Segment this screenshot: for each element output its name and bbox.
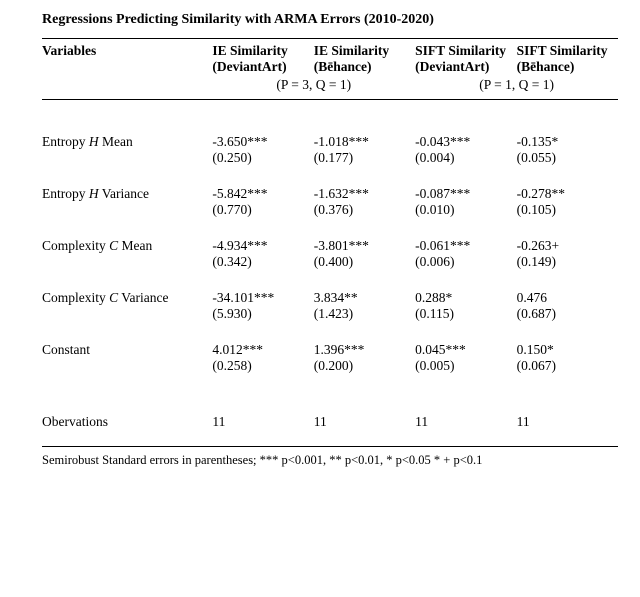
coef-cell: 0.045*** [415,342,516,358]
header-col-2-line1: IE Similarity [314,39,415,60]
coef-cell: -0.278** [517,186,618,202]
coef-cell: 0.150* [517,342,618,358]
header-col-4-line1: SIFT Similarity [517,39,618,60]
coef-cell: 0.288* [415,290,516,306]
se-cell: (0.342) [212,254,313,270]
coef-cell: 4.012*** [212,342,313,358]
se-cell: (0.105) [517,202,618,218]
coef-cell: 0.476 [517,290,618,306]
se-cell: (0.005) [415,358,516,374]
table-footnote: Semirobust Standard errors in parenthese… [42,447,618,475]
se-cell: (0.770) [212,202,313,218]
coef-cell: -1.632*** [314,186,415,202]
se-cell: (0.400) [314,254,415,270]
coef-cell: 1.396*** [314,342,415,358]
observations-value: 11 [314,394,415,447]
header-col-4-line2: (Bēhance) [517,59,618,77]
se-cell: (0.376) [314,202,415,218]
header-col-2-line2: (Bēhance) [314,59,415,77]
pq-right: (P = 1, Q = 1) [415,77,618,100]
coef-cell: -0.087*** [415,186,516,202]
observations-label: Obervations [42,394,212,447]
pq-left: (P = 3, Q = 1) [212,77,415,100]
coef-cell: -0.061*** [415,238,516,254]
coef-cell: -0.263+ [517,238,618,254]
variable-label: Entropy H Variance [42,186,212,202]
se-cell: (0.006) [415,254,516,270]
empty-cell [42,358,212,374]
se-cell: (0.010) [415,202,516,218]
regression-table: Variables IE Similarity IE Similarity SI… [42,38,618,474]
empty-cell [42,254,212,270]
se-cell: (0.067) [517,358,618,374]
observations-value: 11 [517,394,618,447]
coef-cell: -3.650*** [212,134,313,150]
empty-cell [42,306,212,322]
header-col-3-line2: (DeviantArt) [415,59,516,77]
header-col-1-line2: (DeviantArt) [212,59,313,77]
se-cell: (0.200) [314,358,415,374]
variable-label: Constant [42,342,212,358]
coef-cell: -34.101*** [212,290,313,306]
se-cell: (0.004) [415,150,516,166]
table-title: Regressions Predicting Similarity with A… [42,12,618,28]
se-cell: (0.055) [517,150,618,166]
coef-cell: -4.934*** [212,238,313,254]
se-cell: (0.258) [212,358,313,374]
se-cell: (0.149) [517,254,618,270]
se-cell: (0.177) [314,150,415,166]
observations-value: 11 [212,394,313,447]
coef-cell: -0.043*** [415,134,516,150]
variable-label: Complexity C Mean [42,238,212,254]
se-cell: (5.930) [212,306,313,322]
observations-value: 11 [415,394,516,447]
se-cell: (1.423) [314,306,415,322]
header-col-1-line1: IE Similarity [212,39,313,60]
header-col-3-line1: SIFT Similarity [415,39,516,60]
coef-cell: 3.834** [314,290,415,306]
variable-label: Complexity C Variance [42,290,212,306]
empty-cell [42,150,212,166]
coef-cell: -0.135* [517,134,618,150]
coef-cell: -5.842*** [212,186,313,202]
coef-cell: -3.801*** [314,238,415,254]
variable-label: Entropy H Mean [42,134,212,150]
se-cell: (0.250) [212,150,313,166]
empty-cell [42,202,212,218]
coef-cell: -1.018*** [314,134,415,150]
se-cell: (0.115) [415,306,516,322]
se-cell: (0.687) [517,306,618,322]
header-variables: Variables [42,39,212,78]
